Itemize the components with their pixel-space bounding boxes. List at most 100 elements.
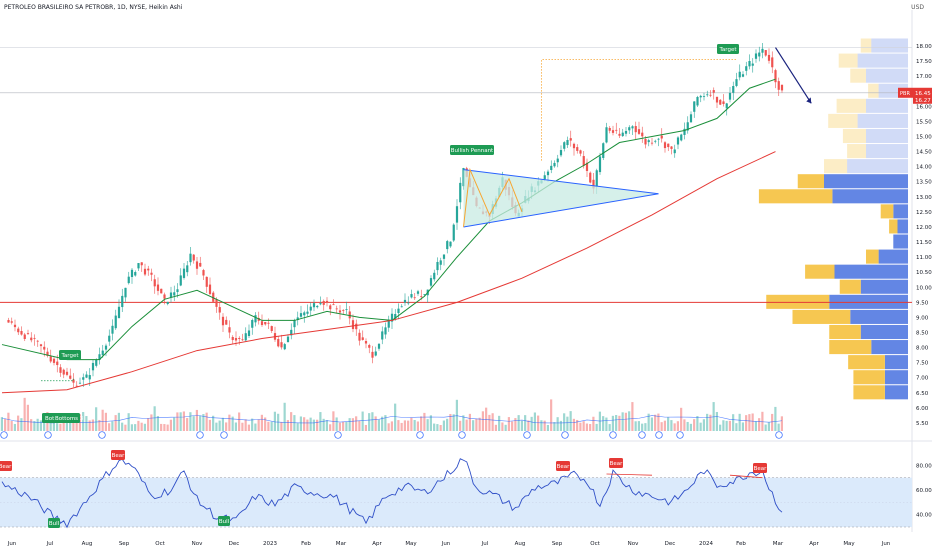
candle-body xyxy=(436,261,439,271)
volume-profile-up-bar xyxy=(897,219,908,234)
volume-bar xyxy=(82,412,85,431)
volume-bar xyxy=(621,412,624,431)
date-tick-label: Oct xyxy=(590,541,600,547)
date-tick-label: Sep xyxy=(552,541,563,547)
volume-profile-up-bar xyxy=(860,324,908,340)
volume-bar xyxy=(137,420,140,431)
volume-bar xyxy=(579,422,582,431)
candle-body xyxy=(137,263,140,269)
volume-bar xyxy=(381,416,384,431)
candle-body xyxy=(361,337,364,340)
candle-body xyxy=(582,156,585,166)
volume-bar xyxy=(683,419,686,431)
candle-body xyxy=(186,265,189,273)
volume-bar xyxy=(416,421,419,431)
candle-body xyxy=(215,299,218,307)
volume-profile-down-bar xyxy=(836,98,866,113)
candle-body xyxy=(449,241,452,247)
volume-bar xyxy=(130,424,133,431)
price-tick-label: 5.50 xyxy=(916,421,929,427)
date-tick-label: Mar xyxy=(336,541,347,547)
volume-bar xyxy=(400,422,403,431)
volume-bar xyxy=(631,402,634,431)
candle-body xyxy=(758,52,761,57)
volume-profile-up-bar xyxy=(878,249,908,264)
volume-bar xyxy=(228,414,231,431)
volume-bar xyxy=(23,397,26,431)
label-text: Bull xyxy=(219,519,230,525)
price-tick-label: 14.00 xyxy=(916,165,932,171)
candle-body xyxy=(218,307,221,313)
candle-body xyxy=(696,96,699,106)
volume-bar xyxy=(563,413,566,431)
volume-bar xyxy=(550,399,553,431)
candle-body xyxy=(611,130,615,133)
candle-body xyxy=(199,262,202,267)
volume-profile-up-bar xyxy=(857,113,908,128)
volume-bar xyxy=(751,413,754,431)
volume-bar xyxy=(345,421,348,431)
volume-profile-up-bar xyxy=(866,128,908,144)
volume-bar xyxy=(52,419,55,431)
candle-body xyxy=(238,337,241,339)
volume-bar xyxy=(533,412,536,431)
volume-profile-down-bar xyxy=(805,264,835,279)
candle-body xyxy=(43,346,46,350)
candle-body xyxy=(397,308,400,314)
candle-body xyxy=(156,284,160,291)
date-tick-label: Apr xyxy=(372,541,382,547)
price-tick-label: 15.00 xyxy=(916,134,932,140)
volume-bar xyxy=(238,412,241,431)
target-label-left: Target xyxy=(59,350,81,360)
candle-body xyxy=(231,337,234,341)
volume-bar xyxy=(153,406,156,431)
volume-bar xyxy=(117,412,120,431)
candle-body xyxy=(394,314,397,319)
projection-arrow-head xyxy=(806,97,812,104)
candle-body xyxy=(589,172,592,183)
volume-bar xyxy=(166,424,169,431)
volume-bar xyxy=(465,419,468,431)
volume-profile-up-bar xyxy=(871,38,908,53)
candle-body xyxy=(771,57,774,68)
volume-bar xyxy=(481,411,484,431)
candle-body xyxy=(98,354,101,360)
label-text: Bear xyxy=(754,466,768,472)
volume-bar xyxy=(472,420,475,431)
candle-body xyxy=(251,320,254,328)
price-tick-label: 12.50 xyxy=(916,210,932,216)
volume-bar xyxy=(637,421,640,431)
volume-bar xyxy=(36,418,39,431)
bottoms-pattern-label: Bot Bottoms 3 xyxy=(42,413,84,423)
candle-body xyxy=(387,319,390,328)
pennant-lower-line xyxy=(463,193,659,228)
candle-body xyxy=(368,345,371,348)
candle-body xyxy=(59,367,62,373)
volume-bar xyxy=(147,418,150,431)
candle-body xyxy=(134,272,137,276)
candle-body xyxy=(30,337,33,341)
volume-profile-down-bar xyxy=(868,83,879,98)
candle-body xyxy=(618,133,621,136)
volume-bar xyxy=(290,412,293,431)
label-background xyxy=(450,145,494,155)
volume-profile-up-bar xyxy=(824,174,908,189)
price-tick-label: 10.50 xyxy=(916,270,932,276)
candle-body xyxy=(124,287,127,298)
candle-body xyxy=(17,328,20,333)
candle-body xyxy=(143,268,147,275)
volume-bar xyxy=(280,422,283,431)
price-tick-label: 9.00 xyxy=(916,315,929,321)
volume-bar xyxy=(559,420,562,431)
volume-bar xyxy=(156,416,159,431)
candle-body xyxy=(761,48,764,53)
candle-body xyxy=(715,96,719,103)
volume-bar xyxy=(745,415,748,431)
volume-bar xyxy=(442,420,445,431)
candle-body xyxy=(10,321,13,323)
volume-bar xyxy=(644,423,647,431)
volume-bar xyxy=(667,417,670,431)
candle-body xyxy=(306,311,309,314)
volume-profile-up-bar xyxy=(832,189,908,204)
